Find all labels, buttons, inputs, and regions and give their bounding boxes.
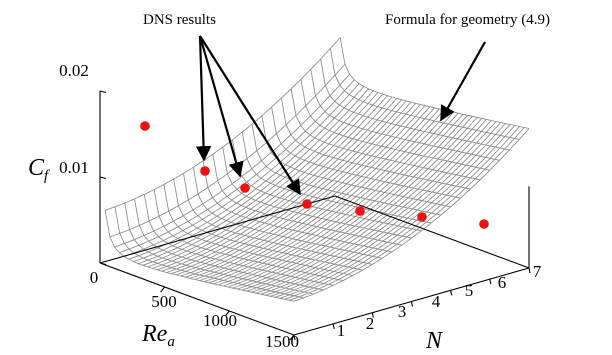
surface-grid-line (166, 99, 402, 273)
x-axis-title-main: Re (141, 321, 168, 347)
x-tick-mark (289, 334, 295, 341)
z-tick-mark (99, 90, 107, 94)
surface-grid-line (147, 93, 384, 268)
surface-grid-line (241, 117, 478, 291)
annotation-arrow (195, 35, 212, 162)
y-tick-label: 4 (432, 292, 441, 311)
surface-grid-line (260, 121, 497, 295)
surface-grid-line (156, 96, 393, 271)
axis-line (99, 195, 336, 264)
surface-grid-line (175, 101, 412, 276)
surface-grid-line (204, 108, 440, 283)
surface-grid-line (109, 63, 346, 238)
y-tick-mark (450, 290, 453, 296)
axes-frame (99, 90, 531, 341)
surface-grid-line (251, 119, 487, 293)
surface-grid-line (232, 115, 468, 289)
y-tick-mark (371, 312, 374, 318)
annotation-arrow (198, 35, 244, 178)
x-axis-title: Rea (141, 321, 175, 350)
y-tick-mark (293, 334, 296, 341)
surface-grid-line (227, 114, 464, 288)
surface-grid-line (142, 92, 379, 266)
y-tick-mark (489, 279, 492, 285)
formula-annotation: Formula for geometry (4.9) (385, 12, 550, 28)
surface-grid-line (119, 79, 355, 254)
surface-grid-line (123, 83, 360, 257)
x-axis-title-sub: a (167, 334, 175, 350)
dns-points (140, 121, 489, 229)
surface-grid-line (171, 100, 407, 275)
surface-grid-line (138, 90, 374, 265)
surface-grid-line (339, 37, 530, 129)
surface-grid-line (194, 106, 431, 280)
formula-surface-mesh (104, 37, 530, 302)
z-tick-label: 0 (90, 268, 99, 287)
surface-grid-line (256, 120, 492, 294)
surface-grid-line (152, 95, 388, 269)
x-tick-label: 1000 (203, 311, 237, 330)
dns-annotation: DNS results (143, 12, 216, 28)
y-tick-mark (332, 323, 335, 329)
y-tick-mark (528, 267, 531, 274)
x-tick-mark (224, 310, 230, 317)
surface-grid-line (213, 110, 450, 285)
dns-point (302, 199, 312, 209)
x-tick-label: 500 (151, 292, 177, 311)
dns-point (417, 212, 427, 222)
dns-point (479, 219, 489, 229)
y-tick-label: 7 (533, 262, 542, 281)
surface-grid-line (265, 122, 502, 296)
x-tick-mark (160, 286, 166, 293)
z-axis-title-main: C (28, 155, 45, 181)
z-tick-mark (99, 176, 107, 180)
surface-grid-line (218, 111, 454, 286)
z-tick-label: 0.01 (59, 158, 89, 177)
y-tick-label: 6 (498, 273, 507, 292)
z-axis-title-sub: f (44, 168, 50, 184)
surface-grid-line (284, 126, 520, 300)
surface-grid-line (180, 103, 417, 277)
surface-grid-line (293, 128, 530, 302)
z-tick-mark (99, 262, 107, 266)
dns-point (200, 166, 210, 176)
surface-grid-line (133, 88, 369, 263)
y-tick-label: 5 (465, 281, 474, 300)
y-tick-mark (410, 301, 414, 307)
annotation-arrows (195, 35, 486, 196)
dns-point (240, 183, 250, 193)
x-tick-label: 1500 (265, 332, 299, 351)
surface-grid-line (124, 202, 314, 295)
surface-grid-line (289, 127, 525, 301)
surface-grid-line (270, 123, 506, 297)
y-axis-title: N (425, 328, 444, 354)
surface-grid-line (246, 118, 483, 292)
surface-grid-line (208, 109, 445, 284)
surface-grid-line (105, 37, 341, 211)
surface-grid-line (161, 98, 398, 272)
surface-grid-line (199, 107, 435, 282)
surface-grid-line (114, 73, 350, 248)
surface-grid-line (189, 105, 426, 279)
y-tick-label: 2 (366, 314, 375, 333)
surface-grid-line (279, 125, 516, 299)
surface-grid-line (329, 48, 520, 140)
y-tick-label: 1 (337, 321, 346, 340)
surface-grid-line (223, 112, 459, 287)
dns-point (140, 121, 150, 131)
z-axis-title: Cf (28, 155, 50, 184)
dns-point (355, 206, 365, 216)
axis-line (334, 195, 530, 269)
surface-grid-line (237, 116, 473, 290)
z-tick-label: 0.02 (59, 61, 89, 80)
axis-line (99, 262, 295, 336)
surface-grid-line (185, 104, 421, 278)
annotation-arrow (199, 35, 301, 196)
annotation-arrow (440, 41, 486, 122)
surface-grid-line (274, 124, 511, 298)
y-tick-label: 3 (398, 302, 407, 321)
